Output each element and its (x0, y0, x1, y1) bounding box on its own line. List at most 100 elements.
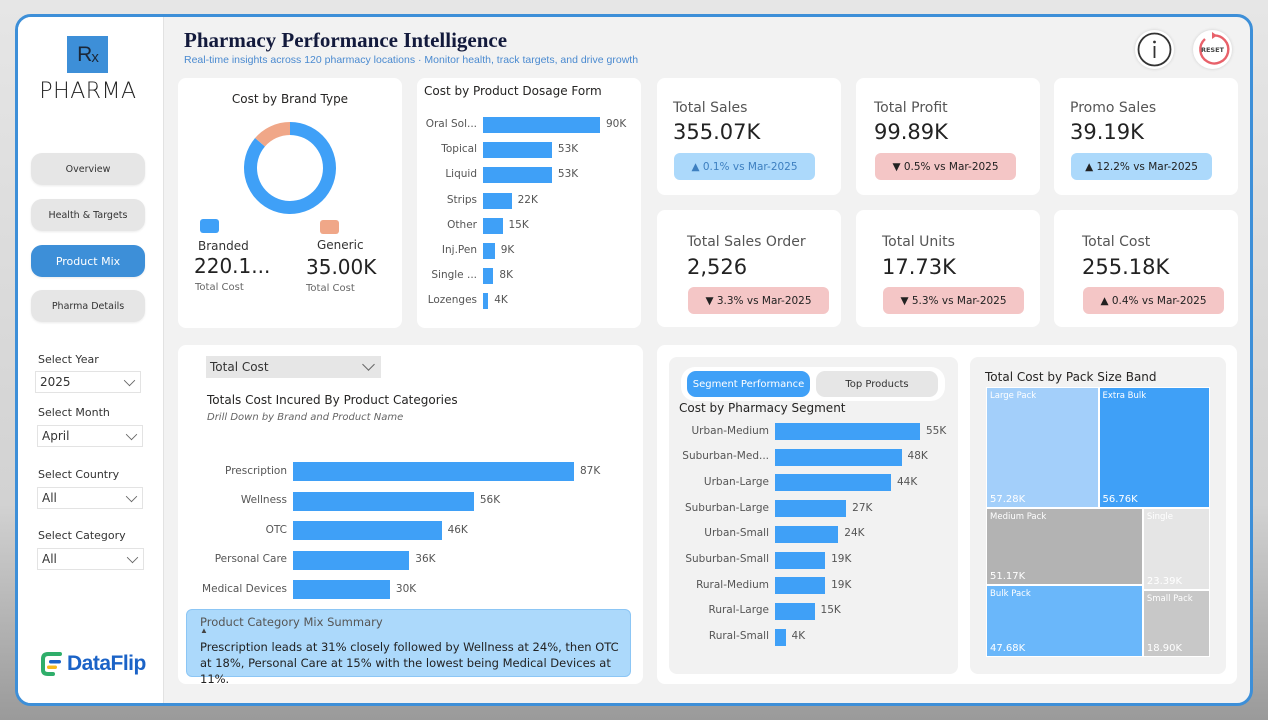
reset-button[interactable]: RESET (1193, 30, 1232, 69)
reset-icon: RESET (1199, 32, 1230, 65)
bar-category-label: Rural-Large (708, 604, 769, 617)
bar[interactable] (293, 550, 410, 570)
brand-type-card: Cost by Brand Type Branded 220.1... Tota… (178, 78, 402, 328)
treemap-cell-label: Single (1146, 511, 1174, 522)
treemap-cell-bulk-pack[interactable]: Bulk Pack 47.68K (986, 584, 1143, 657)
nav-product-mix-button[interactable]: Product Mix (31, 245, 145, 277)
treemap-cell-single[interactable]: Single 23.39K (1142, 507, 1210, 591)
kpi-card-total-units: Total Units 17.73K ▼ 5.3% vs Mar-2025 (856, 210, 1040, 327)
bar[interactable] (775, 525, 839, 543)
bar[interactable] (775, 500, 847, 518)
bar[interactable] (775, 551, 826, 569)
tab-segment-performance[interactable]: Segment Performance (687, 371, 810, 397)
category-chart-subtitle: Drill Down by Brand and Product Name (207, 412, 404, 423)
kpi-label: Total Units (882, 234, 955, 250)
bar[interactable] (775, 448, 902, 466)
bar[interactable] (483, 293, 489, 310)
dosage-form-card: Cost by Product Dosage Form Oral Sol... 9… (417, 78, 641, 328)
treemap-cell-label: Small Pack (1146, 594, 1193, 605)
kpi-card-total-sales: Total Sales 355.07K ▲ 0.1% vs Mar-2025 (657, 78, 841, 195)
nav-pharma-details-button[interactable]: Pharma Details (31, 290, 145, 322)
bar-value-label: 22K (517, 193, 538, 206)
brand-type-title: Cost by Brand Type (231, 92, 349, 106)
category-summary-box: Product Category Mix Summary ▲ Prescript… (186, 609, 631, 686)
treemap-cell-large-pack[interactable]: Large Pack 57.28K (986, 387, 1099, 508)
segment-tab-bar: Segment Performance Top Products (681, 367, 945, 401)
bar-value-label: 8K (499, 269, 513, 282)
bar-value-label: 19K (831, 553, 852, 565)
kpi-card-total-profit: Total Profit 99.89K ▼ 0.5% vs Mar-2025 (856, 78, 1040, 195)
tab-top-products[interactable]: Top Products (816, 371, 938, 397)
treemap-cell-small-pack[interactable]: Small Pack 18.90K (1142, 590, 1210, 657)
treemap-cell-value: 18.90K (1146, 642, 1183, 654)
treemap-cell-label: Large Pack (990, 391, 1037, 401)
bar[interactable] (775, 423, 920, 440)
country-select-value: All (42, 491, 57, 505)
segment-panel: Segment Performance Top Products Cost by… (669, 357, 958, 674)
bar[interactable] (483, 117, 600, 133)
bar[interactable] (483, 268, 494, 285)
bar[interactable] (483, 192, 512, 209)
treemap-cell-extra-bulk[interactable]: Extra Bulk 56.76K (1098, 387, 1210, 508)
kpi-label: Promo Sales (1070, 100, 1157, 116)
bar-value-label: 27K (852, 501, 873, 514)
kpi-value: 2,526 (687, 255, 748, 279)
treemap-cell-value: 57.28K (990, 493, 1026, 505)
country-select[interactable]: All (37, 487, 143, 509)
bar-value-label: 46K (447, 523, 468, 536)
logo-sub-letter: x (91, 49, 98, 66)
brand-donut-chart[interactable] (240, 118, 340, 218)
bar[interactable] (293, 491, 474, 511)
bar[interactable] (293, 580, 390, 600)
bar-category-label: Urban-Small (704, 527, 769, 540)
bar[interactable] (775, 628, 786, 646)
kpi-delta-badge: ▲ 12.2% vs Mar-2025 (1071, 153, 1212, 180)
bar[interactable] (483, 167, 552, 184)
bar-category-label: Strips (446, 193, 477, 206)
pack-size-title: Total Cost by Pack Size Band (985, 370, 1157, 384)
kpi-card-total-cost: Total Cost 255.18K ▲ 0.4% vs Mar-2025 (1054, 210, 1238, 327)
bar-value-label: 15K (508, 218, 529, 231)
bar[interactable] (293, 462, 574, 481)
month-select[interactable]: April (37, 425, 143, 447)
bar[interactable] (775, 602, 815, 620)
bar-category-label: Suburban-Large (684, 501, 769, 514)
bar[interactable] (483, 243, 495, 259)
nav-health-targets-button[interactable]: Health & Targets (31, 199, 145, 231)
kpi-value: 99.89K (874, 120, 948, 144)
kpi-value: 17.73K (882, 255, 956, 279)
dataflip-wordmark: DataFlip (67, 652, 146, 675)
treemap-cell-medium-pack[interactable]: Medium Pack 51.17K (986, 507, 1143, 585)
bar-value-label: 90K (606, 118, 627, 130)
summary-collapse-icon[interactable]: ▲ (200, 626, 208, 635)
bar-value-label: 55K (926, 424, 947, 437)
donut-slice-generic[interactable] (255, 122, 290, 147)
bar-value-label: 9K (500, 244, 515, 256)
bar-category-label: Oral Sol... (425, 118, 477, 130)
treemap-cell-value: 56.76K (1102, 493, 1138, 505)
generic-legend-swatch (320, 220, 339, 234)
info-button[interactable] (1135, 30, 1174, 69)
kpi-label: Total Cost (1082, 234, 1151, 250)
bar[interactable] (293, 521, 442, 541)
bar[interactable] (483, 142, 552, 159)
bar[interactable] (775, 474, 891, 492)
nav-overview-button[interactable]: Overview (31, 153, 145, 185)
year-select[interactable]: 2025 (35, 371, 141, 393)
page-subtitle: Real-time insights across 120 pharmacy l… (184, 54, 639, 66)
kpi-delta-badge: ▼ 0.5% vs Mar-2025 (875, 153, 1016, 180)
measure-select[interactable]: Total Cost (206, 356, 381, 378)
bar-value-label: 30K (395, 582, 417, 595)
generic-label: Generic (317, 238, 364, 252)
bar-category-label: Suburban-Med... (682, 450, 769, 463)
bar[interactable] (483, 217, 503, 234)
category-select[interactable]: All (37, 548, 144, 570)
treemap-cell-label: Extra Bulk (1102, 391, 1147, 401)
kpi-delta-badge: ▼ 5.3% vs Mar-2025 (883, 287, 1024, 314)
treemap-cell-value: 47.68K (990, 642, 1026, 654)
summary-text: Prescription leads at 31% closely follow… (200, 640, 619, 686)
branded-caption: Total Cost (195, 282, 244, 293)
bar[interactable] (775, 577, 826, 595)
